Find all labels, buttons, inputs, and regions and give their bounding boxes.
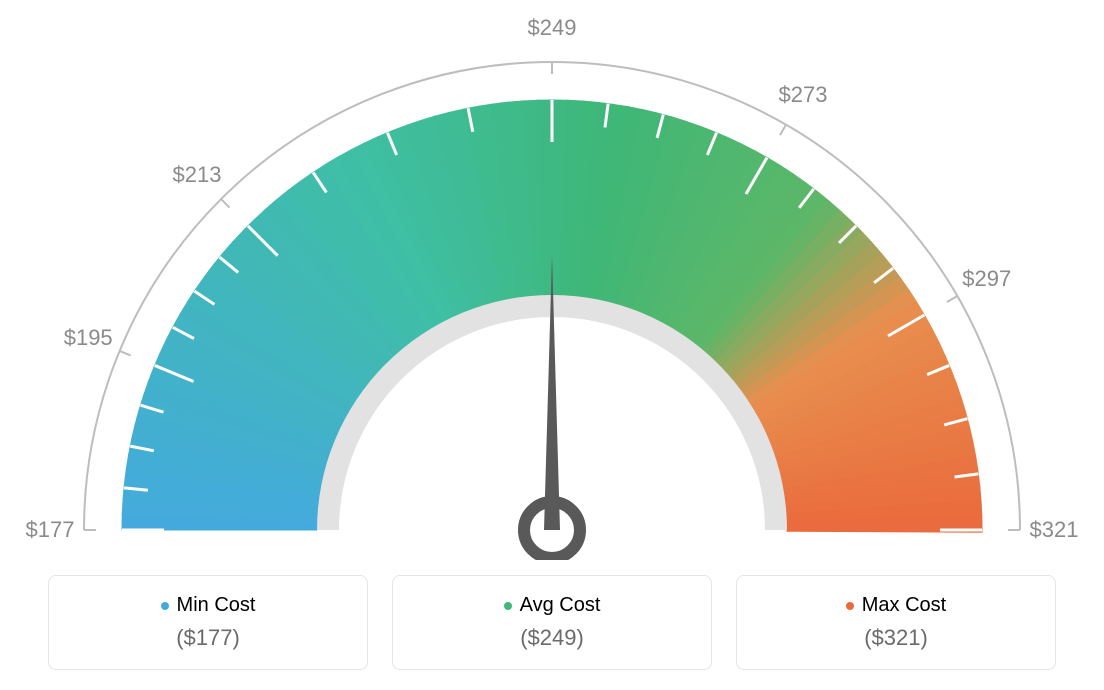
gauge-tick-label: $297 [962, 266, 1011, 292]
legend-label-max: Max Cost [846, 594, 946, 617]
gauge-tick-label: $249 [528, 15, 577, 41]
legend-value-min: ($177) [73, 625, 343, 651]
legend-card-max: Max Cost ($321) [736, 575, 1056, 670]
legend-card-min: Min Cost ($177) [48, 575, 368, 670]
gauge-tick-label: $321 [1030, 517, 1079, 543]
gauge-tick-label: $195 [64, 325, 113, 351]
legend-label-avg: Avg Cost [504, 594, 601, 617]
legend-value-max: ($321) [761, 625, 1031, 651]
gauge-tick-label: $213 [173, 162, 222, 188]
legend-label-min: Min Cost [161, 594, 256, 617]
gauge-tick-label: $177 [26, 517, 75, 543]
legend-row: Min Cost ($177) Avg Cost ($249) Max Cost… [0, 575, 1104, 670]
gauge-svg [0, 0, 1104, 560]
cost-gauge: $177 $195 $213 $249 $273 $297 $321 [0, 0, 1104, 560]
legend-value-avg: ($249) [417, 625, 687, 651]
legend-card-avg: Avg Cost ($249) [392, 575, 712, 670]
gauge-tick-label: $273 [779, 82, 828, 108]
